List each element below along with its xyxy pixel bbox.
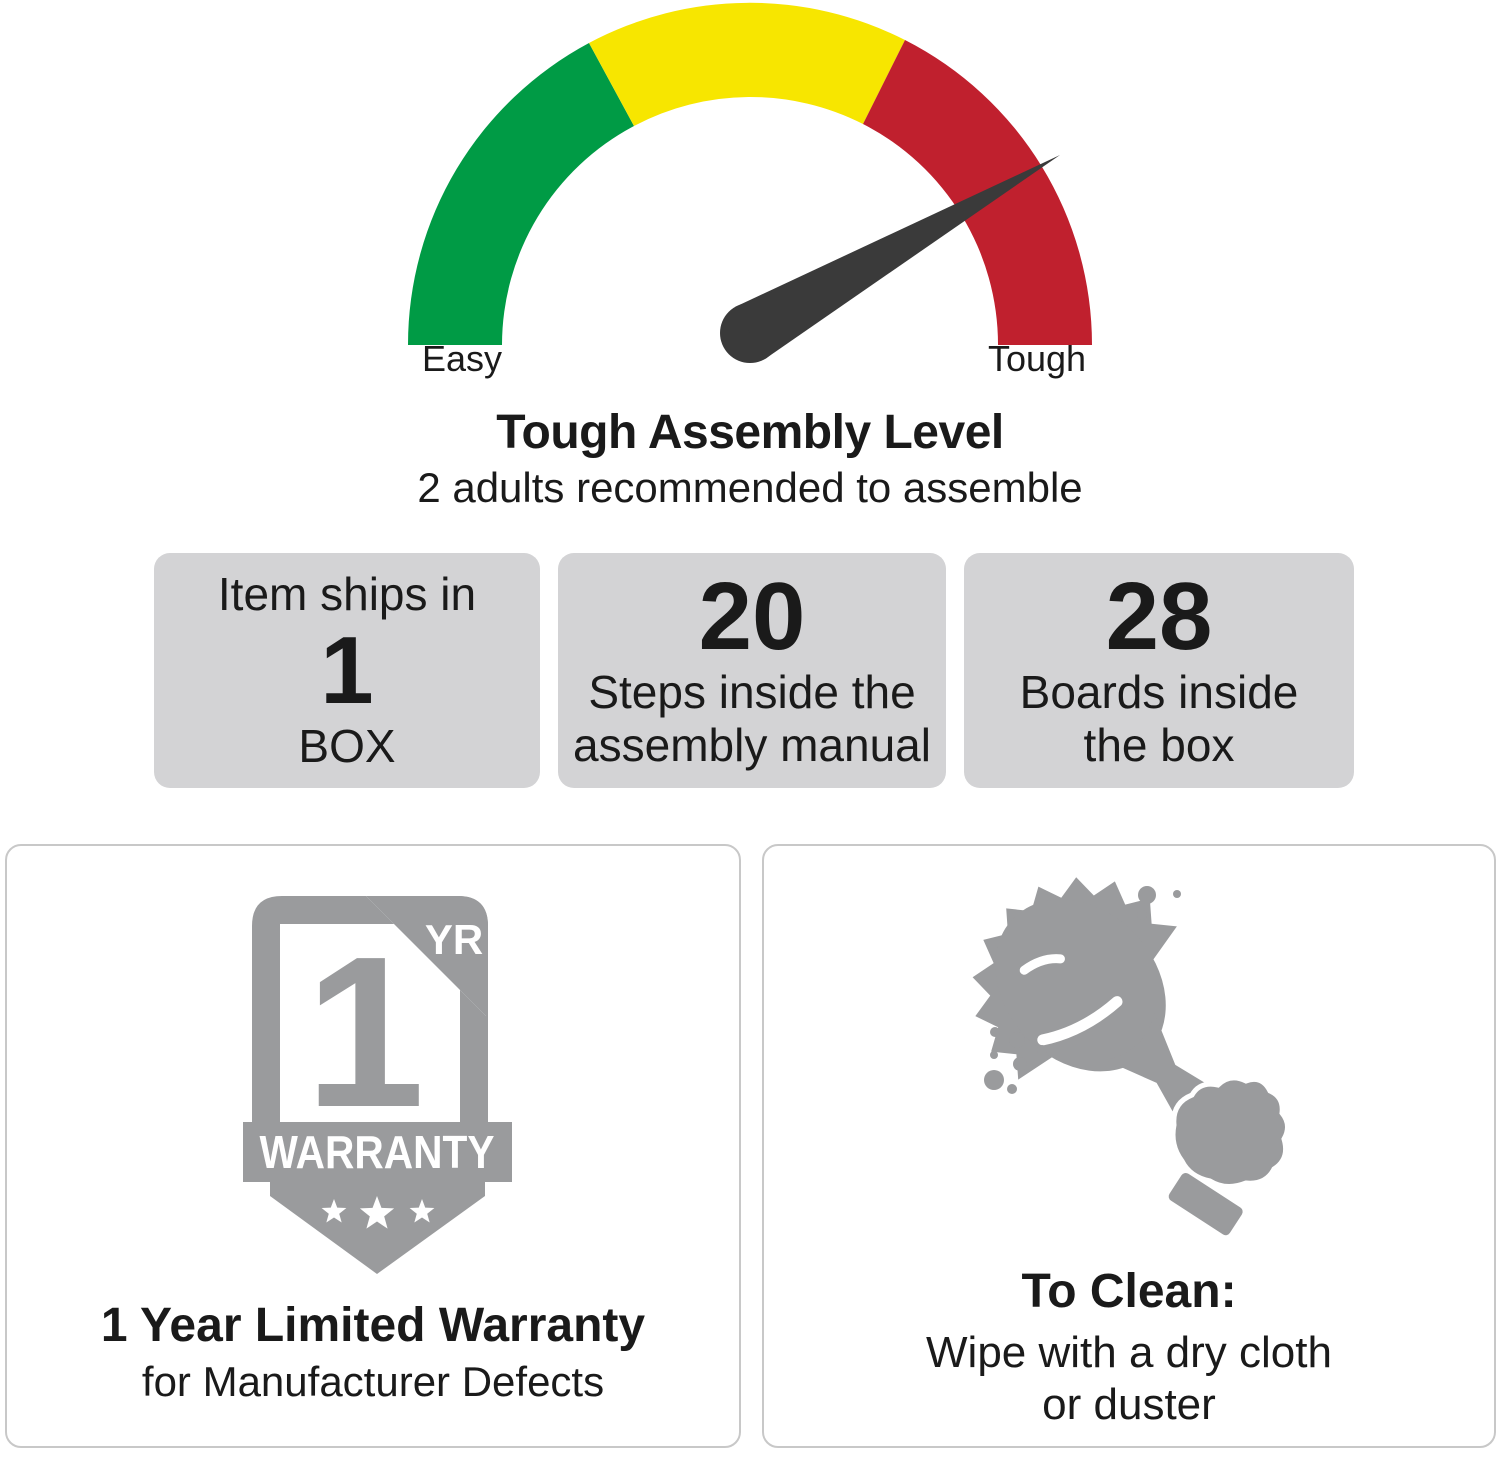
gauge-red-segment: [863, 40, 1092, 345]
ships-in-box: Item ships in 1 BOX: [154, 553, 540, 788]
feather-duster-icon: [972, 877, 1290, 1240]
gauge-easy-label: Easy: [421, 338, 503, 379]
boards-box: 28 Boards inside the box: [964, 553, 1354, 788]
duster-handle: [1105, 1012, 1213, 1121]
cleaning-instruction-line2: or duster: [1042, 1380, 1216, 1429]
warranty-subtitle: for Manufacturer Defects: [141, 1358, 605, 1405]
gauge-yellow-segment: [589, 2, 905, 127]
badge-year-number: 1: [305, 911, 425, 1152]
steps-box: 20 Steps inside the assembly manual: [558, 553, 946, 788]
steps-count: 20: [698, 563, 806, 671]
difficulty-gauge-icon: [407, 2, 1092, 363]
wrist-cuff: [1164, 1168, 1247, 1240]
star-icon: [409, 1198, 435, 1223]
fist-icon: [1170, 1075, 1290, 1189]
cleaning-title: To Clean:: [1021, 1265, 1237, 1318]
shield-corner-ribbon: [366, 896, 488, 1018]
boards-count: 28: [1105, 563, 1213, 671]
badge-banner-band: [243, 1122, 512, 1182]
dust-particles: [984, 886, 1181, 1094]
boards-label-line1: Boards inside: [1019, 666, 1299, 719]
gauge-green-segment: [407, 43, 634, 345]
steps-label-line2: assembly manual: [573, 719, 931, 772]
cleaning-instruction-line1: Wipe with a dry cloth: [926, 1328, 1332, 1377]
star-icon: [359, 1196, 395, 1229]
assembly-level-title: Tough Assembly Level: [496, 406, 1004, 459]
warranty-card: YR 1 WARRANTY 1 Year Limited Warranty fo…: [5, 844, 741, 1448]
gauge-needle-icon: [735, 155, 1060, 359]
warranty-title: 1 Year Limited Warranty: [100, 1299, 646, 1352]
duster-highlight: [1019, 954, 1065, 975]
ships-in-pre-label: Item ships in: [217, 568, 477, 621]
warranty-shield-icon: YR 1 WARRANTY: [243, 894, 512, 1274]
shield-bottom-point: [270, 1182, 485, 1274]
duster-highlight: [1037, 996, 1123, 1046]
steps-label-line1: Steps inside the: [588, 666, 916, 719]
duster-head: [995, 899, 1166, 1072]
boards-label-line2: the box: [1083, 719, 1235, 772]
gauge-tough-label: Tough: [987, 338, 1087, 379]
ships-in-count: 1: [320, 617, 374, 725]
badge-banner-label: WARRANTY: [260, 1126, 495, 1178]
ships-in-unit-label: BOX: [298, 720, 396, 773]
cleaning-card: To Clean: Wipe with a dry cloth or duste…: [762, 844, 1496, 1448]
badge-yr-label: YR: [425, 916, 483, 963]
star-icon: [321, 1198, 347, 1223]
assembly-level-subtitle: 2 adults recommended to assemble: [417, 464, 1083, 511]
